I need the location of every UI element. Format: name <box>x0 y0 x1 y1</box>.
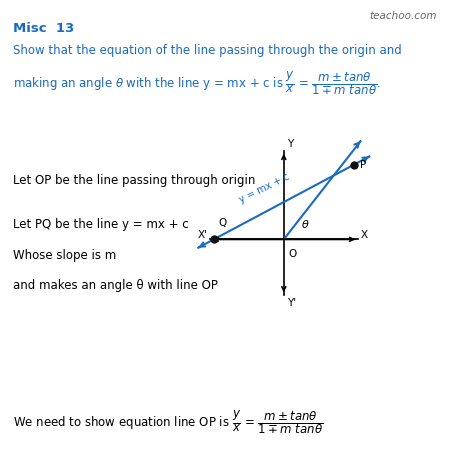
Text: X: X <box>360 230 367 240</box>
Text: making an angle $\theta$ with the line y = mx + c is $\dfrac{y}{x}$ = $\dfrac{m : making an angle $\theta$ with the line y… <box>13 70 381 97</box>
Text: $\theta$: $\theta$ <box>301 218 310 230</box>
Text: Show that the equation of the line passing through the origin and: Show that the equation of the line passi… <box>13 44 401 57</box>
Text: Let PQ be the line y = mx + c: Let PQ be the line y = mx + c <box>13 219 189 231</box>
Text: and makes an angle θ with line OP: and makes an angle θ with line OP <box>13 279 218 292</box>
Text: Let OP be the line passing through origin: Let OP be the line passing through origi… <box>13 174 255 187</box>
Text: P: P <box>360 160 366 170</box>
Text: Whose slope is m: Whose slope is m <box>13 249 116 262</box>
Text: Y: Y <box>287 138 293 148</box>
Text: We need to show equation line OP is $\dfrac{y}{x}$ = $\dfrac{m \pm tan\theta}{1 : We need to show equation line OP is $\df… <box>13 409 323 436</box>
Text: O: O <box>288 249 296 259</box>
Text: X': X' <box>197 230 207 240</box>
Text: Q: Q <box>218 218 227 228</box>
Text: y = mx + c: y = mx + c <box>237 172 291 205</box>
Text: teachoo.com: teachoo.com <box>369 11 437 21</box>
Text: Misc  13: Misc 13 <box>13 22 74 35</box>
Text: Y': Y' <box>287 298 296 308</box>
